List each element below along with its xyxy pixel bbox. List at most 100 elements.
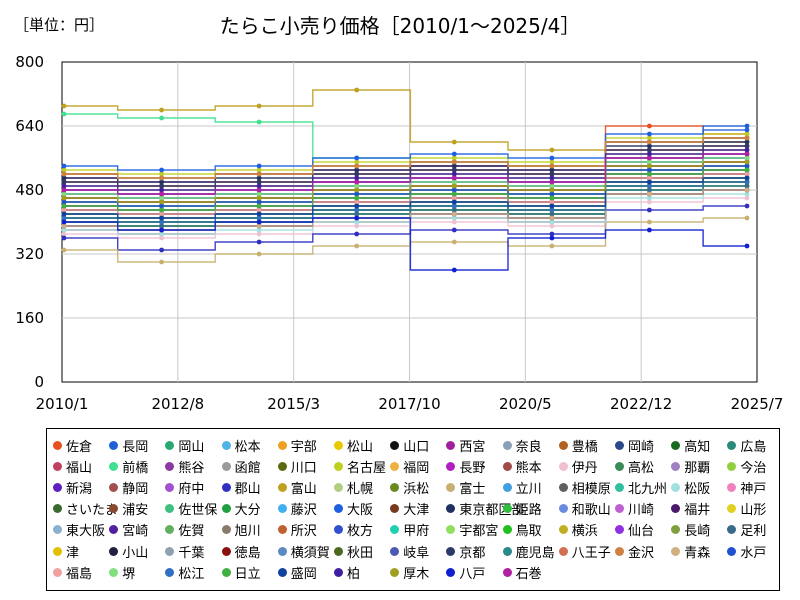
data-point [549, 167, 555, 173]
x-tick-label: 2025/7 [731, 395, 784, 413]
legend-marker [221, 440, 231, 450]
data-point [61, 171, 67, 177]
legend-item: 松本 [221, 435, 261, 455]
legend-label: 岡山 [178, 439, 205, 455]
legend-marker [109, 440, 119, 450]
legend-label: 西宮 [459, 439, 486, 455]
data-point [256, 179, 262, 185]
legend-label: さいたま [66, 503, 118, 519]
data-point [159, 207, 165, 213]
legend-label: 名古屋 [347, 460, 387, 476]
legend-label: 八王子 [571, 545, 611, 561]
data-point [647, 159, 652, 165]
data-point [159, 175, 165, 181]
legend-marker [727, 461, 737, 471]
legend-label: 那覇 [684, 460, 711, 476]
data-point [256, 223, 262, 229]
legend-marker [446, 482, 456, 492]
data-point [159, 179, 165, 185]
data-point [744, 243, 750, 249]
legend-label: 大阪 [347, 503, 374, 519]
data-point [549, 203, 555, 209]
y-tick-label: 480 [15, 181, 44, 199]
series-line-44 [64, 129, 747, 171]
data-point [549, 175, 555, 181]
data-point [647, 143, 652, 149]
data-point [354, 159, 360, 165]
legend-item: 神戸 [727, 477, 766, 497]
data-point [451, 151, 457, 157]
data-point [451, 207, 457, 213]
data-point [354, 187, 360, 193]
legend-item: 相模原 [558, 477, 611, 497]
legend-item: 仙台 [615, 520, 654, 540]
data-point [256, 167, 262, 173]
legend-item: 富山 [277, 477, 317, 497]
data-point [451, 139, 457, 145]
legend-marker [165, 440, 175, 450]
data-point [61, 191, 67, 197]
data-point [61, 103, 67, 109]
legend-marker [615, 440, 624, 450]
series-line-75 [64, 137, 747, 179]
legend-label: 松本 [234, 439, 261, 455]
legend-item: 富士 [446, 477, 485, 497]
data-point [744, 167, 750, 173]
legend-marker [671, 546, 681, 556]
legend-marker [109, 546, 119, 556]
legend-item: 鳥取 [502, 520, 542, 540]
data-point [354, 87, 360, 93]
legend-marker [502, 482, 512, 492]
legend-item: 山形 [727, 499, 766, 519]
legend-label: 札幌 [347, 481, 374, 497]
legend-marker [277, 525, 287, 535]
legend-label: 盛岡 [290, 566, 317, 582]
legend-marker [277, 546, 287, 556]
data-point [256, 191, 262, 197]
legend-marker [615, 525, 624, 535]
legend-label: 仙台 [628, 524, 655, 540]
x-tick-label: 2012/8 [151, 395, 204, 413]
legend-item: 川口 [277, 456, 317, 476]
series-line-80 [64, 181, 747, 223]
legend-label: 徳島 [234, 545, 261, 561]
data-point [61, 227, 67, 233]
legend-marker [446, 504, 456, 514]
legend-marker [502, 461, 512, 471]
data-point [256, 163, 262, 169]
legend-marker [446, 546, 456, 556]
legend-item: 藤沢 [277, 499, 317, 519]
data-point [61, 247, 67, 253]
data-point [647, 167, 652, 173]
legend-item: 佐賀 [165, 520, 204, 540]
data-point [61, 223, 67, 229]
legend-item: 長野 [446, 456, 485, 476]
legend-marker [558, 461, 568, 471]
data-point [744, 215, 750, 221]
legend-label: 千葉 [178, 545, 205, 561]
legend-item: 横須賀 [277, 541, 330, 561]
legend-item: 所沢 [277, 520, 317, 540]
legend-marker [165, 482, 175, 492]
data-point [354, 231, 360, 237]
data-point [159, 115, 165, 121]
legend-label: 長野 [459, 460, 486, 476]
legend-label: 立川 [515, 481, 542, 497]
data-point [159, 171, 165, 177]
legend-marker [390, 504, 400, 514]
x-tick-label: 2020/5 [499, 395, 552, 413]
legend-marker [53, 461, 62, 471]
x-tick-label: 2017/10 [378, 395, 440, 413]
data-point [354, 243, 360, 249]
legend-item: 長崎 [671, 520, 710, 540]
legend-label: 福島 [66, 566, 93, 582]
legend-marker [109, 461, 119, 471]
data-point [451, 175, 457, 181]
data-point [744, 191, 750, 197]
legend-label: 藤沢 [290, 503, 317, 519]
data-point [256, 195, 262, 201]
legend-marker [390, 546, 400, 556]
legend-item: 今治 [727, 456, 766, 476]
legend-item: 西宮 [446, 435, 485, 455]
data-point [744, 171, 750, 177]
